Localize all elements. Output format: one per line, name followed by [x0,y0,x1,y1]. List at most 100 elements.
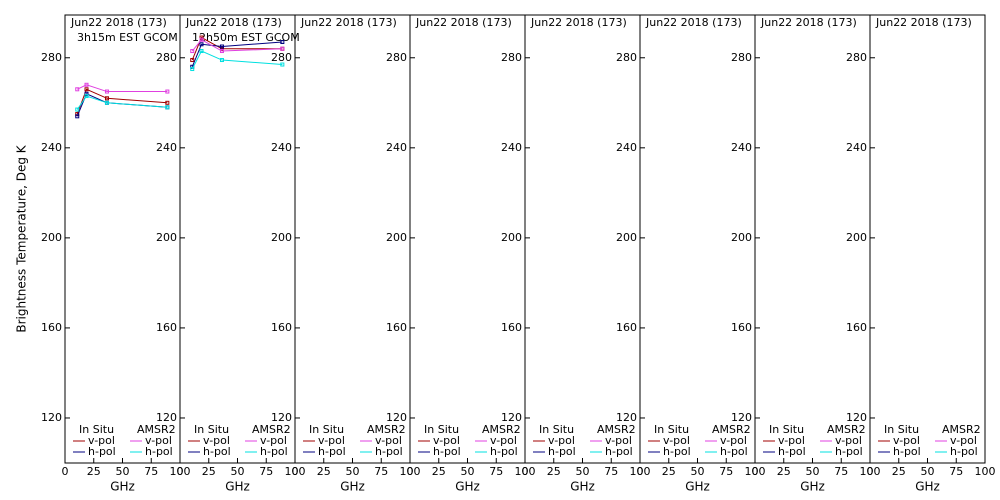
y-tick-label: 120 [616,411,637,424]
x-tick-label: 50 [116,465,130,478]
data-point [165,89,170,94]
legend-label: h-pol [433,445,461,458]
legend-group: AMSR2 [367,423,406,436]
y-axis-label: Brightness Temperature, Deg K [15,144,29,332]
x-tick-label: 0 [407,465,414,478]
x-tick-label: 75 [489,465,503,478]
data-point [104,89,109,94]
x-tick-label: 50 [231,465,245,478]
data-point [199,37,204,42]
series-line [77,84,168,93]
y-tick-label: 200 [846,231,867,244]
data-point [190,49,195,54]
panel-frame [869,14,986,464]
panel-title: Jun22 2018 (173) [760,16,857,29]
y-tick-label: 120 [501,411,522,424]
legend-label: v-pol [720,434,747,447]
legend-label: h-pol [88,445,116,458]
x-axis-label: GHz [915,480,940,494]
y-tick-label: 240 [271,141,292,154]
data-point [104,100,109,105]
y-tick-label: 160 [616,321,637,334]
data-point [165,100,170,105]
data-point [75,87,80,92]
legend-label: v-pol [260,434,287,447]
x-tick-label: 25 [547,465,561,478]
x-tick-label: 0 [177,465,184,478]
legend-label: h-pol [778,445,806,458]
data-point [280,62,285,67]
x-tick-label: 25 [662,465,676,478]
y-tick-label: 120 [271,411,292,424]
y-tick-label: 280 [501,51,522,64]
x-tick-label: 50 [461,465,475,478]
panel-title: Jun22 2018 (173) [645,16,742,29]
y-tick-label: 280 [846,51,867,64]
y-tick-label: 200 [501,231,522,244]
x-axis-label: GHz [225,480,250,494]
x-tick-label: 25 [317,465,331,478]
series-line [76,88,168,115]
x-tick-label: 75 [374,465,388,478]
legend-group: AMSR2 [712,423,751,436]
legend-group: AMSR2 [597,423,636,436]
x-tick-label: 100 [745,465,766,478]
legend-label: h-pol [835,445,863,458]
data-point [84,91,89,96]
legend-group: In Situ [884,423,919,436]
y-tick-label: 200 [731,231,752,244]
legend-label: v-pol [433,434,460,447]
legend-group: In Situ [424,423,459,436]
data-point [84,87,89,92]
y-tick-label: 160 [731,321,752,334]
legend-group: AMSR2 [137,423,176,436]
panel-subtitle: 12h50m EST GCOM [192,31,300,44]
x-tick-label: 100 [860,465,881,478]
data-point [199,35,204,40]
x-tick-label: 25 [87,465,101,478]
data-point [165,105,170,110]
legend-label: v-pol [950,434,977,447]
data-point [84,94,89,99]
legend-label: h-pol [605,445,633,458]
panel-title: Jun22 2018 (173) [875,16,972,29]
y-tick-label: 160 [386,321,407,334]
x-tick-label: 75 [949,465,963,478]
y-tick-label: 120 [41,411,62,424]
data-point [104,96,109,101]
legend-label: v-pol [88,434,115,447]
data-point [75,107,80,112]
data-point [199,42,204,47]
y-tick-label: 200 [386,231,407,244]
x-tick-label: 75 [144,465,158,478]
legend-label: h-pol [260,445,288,458]
y-tick-label: 120 [386,411,407,424]
series-line [191,39,283,52]
y-tick-label: 160 [156,321,177,334]
x-tick-label: 0 [62,465,69,478]
y-tick-label: 240 [616,141,637,154]
y-tick-label: 280 [41,51,62,64]
panel-subtitle: 3h15m EST GCOM [77,31,178,44]
y-tick-label: 240 [731,141,752,154]
y-tick-label: 280 [731,51,752,64]
y-tick-label: 120 [846,411,867,424]
x-tick-label: 100 [515,465,536,478]
data-point [219,44,224,49]
x-tick-label: 75 [604,465,618,478]
legend-label: h-pol [203,445,231,458]
y-tick-label: 160 [271,321,292,334]
x-tick-label: 50 [806,465,820,478]
x-tick-label: 0 [867,465,874,478]
data-point [219,46,224,51]
x-axis-label: GHz [800,480,825,494]
data-point [280,40,285,45]
legend-group: In Situ [309,423,344,436]
legend-label: v-pol [203,434,230,447]
y-tick-label: 280 [386,51,407,64]
legend-label: h-pol [548,445,576,458]
x-tick-label: 100 [975,465,996,478]
x-tick-label: 75 [259,465,273,478]
legend-label: h-pol [950,445,978,458]
legend-label: v-pol [663,434,690,447]
